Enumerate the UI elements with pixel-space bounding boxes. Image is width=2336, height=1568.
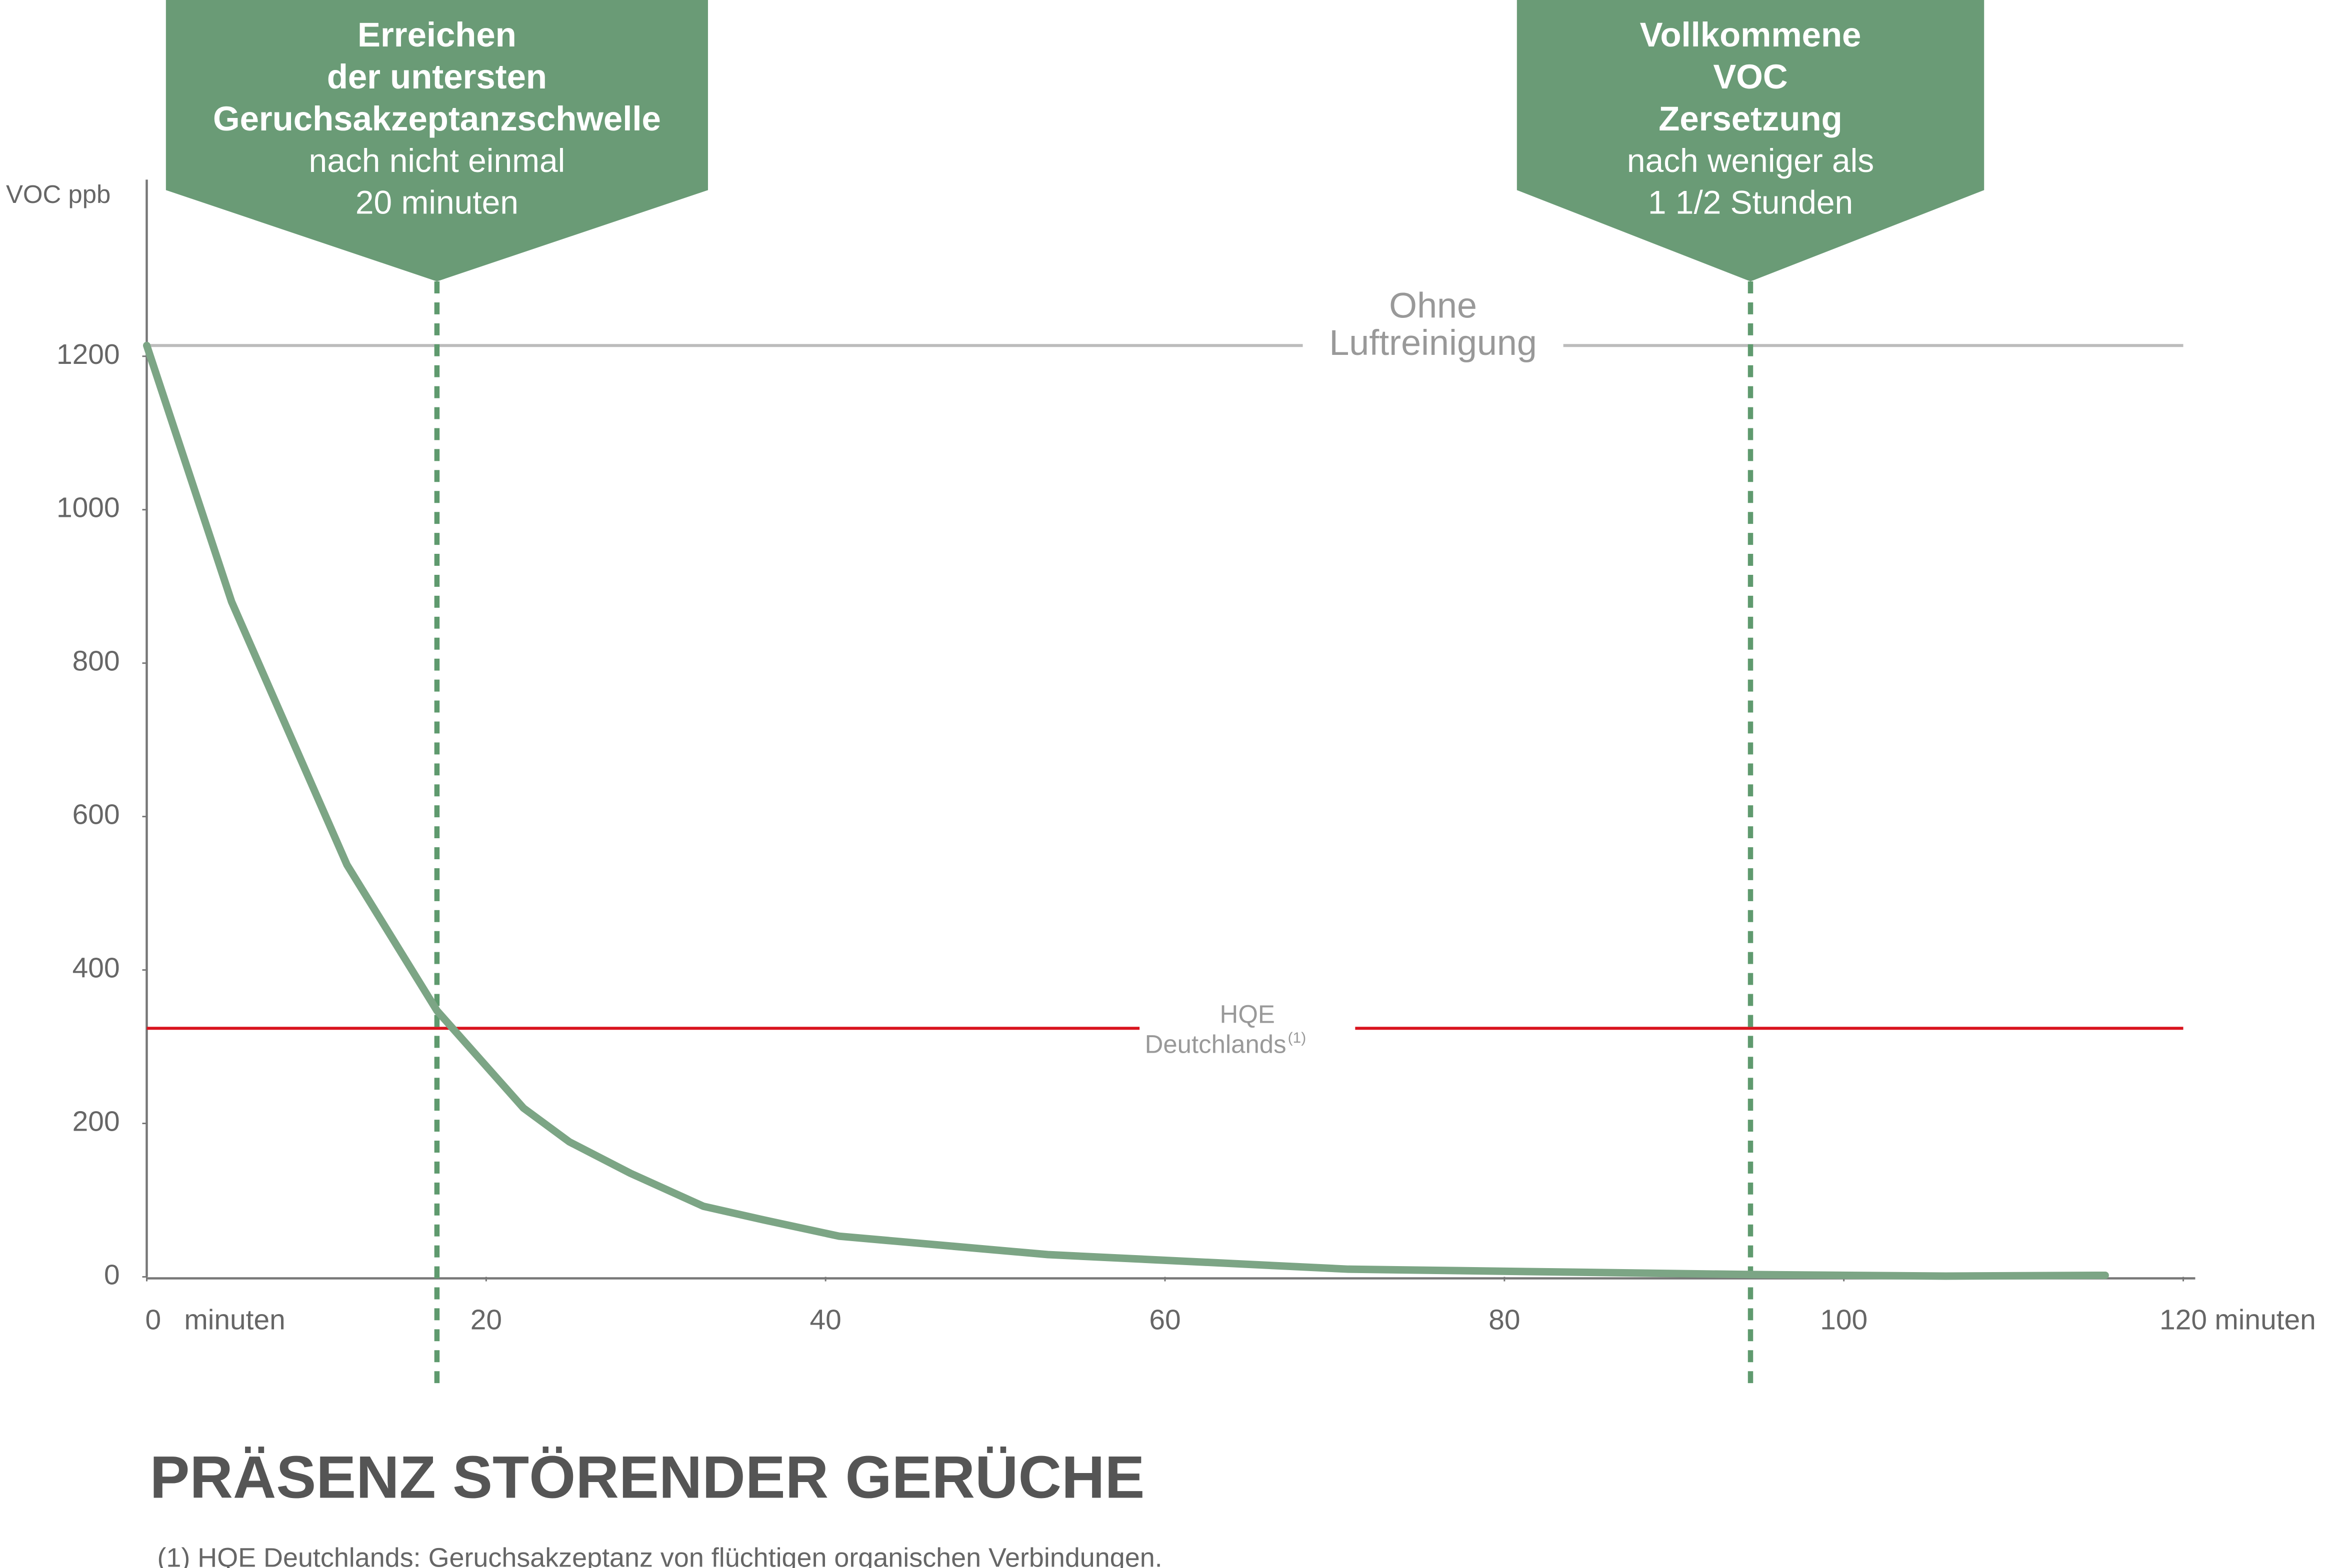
x-tick-label: 120 [2160, 1304, 2207, 1336]
callout-title: Geruchsakzeptanzschwelle [213, 99, 661, 138]
callout-title: Vollkommene [1640, 15, 1862, 54]
y-tick-label: 0 [104, 1259, 120, 1291]
x-tick-label: 100 [1820, 1304, 1868, 1336]
footnote: (1) HQE Deutchlands: Geruchsakzeptanz vo… [157, 1543, 1162, 1568]
x-tick-label: 20 [470, 1304, 502, 1336]
x-tick-label: 60 [1149, 1304, 1180, 1336]
x-axis-label: minuten [184, 1304, 285, 1336]
x-tick-label: 80 [1488, 1304, 1520, 1336]
callout-text: 1 1/2 Stunden [1648, 184, 1853, 221]
callout-box [1516, 0, 1984, 282]
y-axis-label: VOC ppb [6, 180, 110, 208]
callout-title: der untersten [327, 57, 547, 96]
y-tick-label: 800 [72, 645, 120, 677]
reference-label: Deutchlands [1145, 1030, 1286, 1059]
x-tick-label: 40 [810, 1304, 842, 1336]
callout-title: Erreichen [358, 15, 516, 54]
y-tick-label: 400 [72, 952, 120, 984]
x-tick-label: 0 [146, 1304, 162, 1336]
y-tick-label: 200 [72, 1106, 120, 1138]
y-tick-label: 600 [72, 799, 120, 831]
x-axis-label: minuten [2214, 1304, 2316, 1336]
callout-title: VOC [1713, 57, 1788, 96]
reference-label: HQE [1220, 1000, 1275, 1029]
callout-title: Zersetzung [1658, 99, 1842, 138]
reference-superscript: (1) [1288, 1030, 1306, 1046]
callout-text: nach nicht einmal [309, 142, 566, 179]
callout-box [166, 0, 708, 282]
chart-title: PRÄSENZ STÖRENDER GERÜCHE [150, 1444, 1144, 1511]
y-tick-label: 1200 [56, 338, 120, 370]
callout-text: 20 minuten [356, 184, 518, 221]
reference-label: Ohne [1389, 285, 1477, 325]
callout-text: nach weniger als [1627, 142, 1874, 179]
reference-label: Luftreinigung [1329, 323, 1537, 363]
y-tick-label: 1000 [56, 492, 120, 524]
data-line [143, 341, 2109, 1280]
